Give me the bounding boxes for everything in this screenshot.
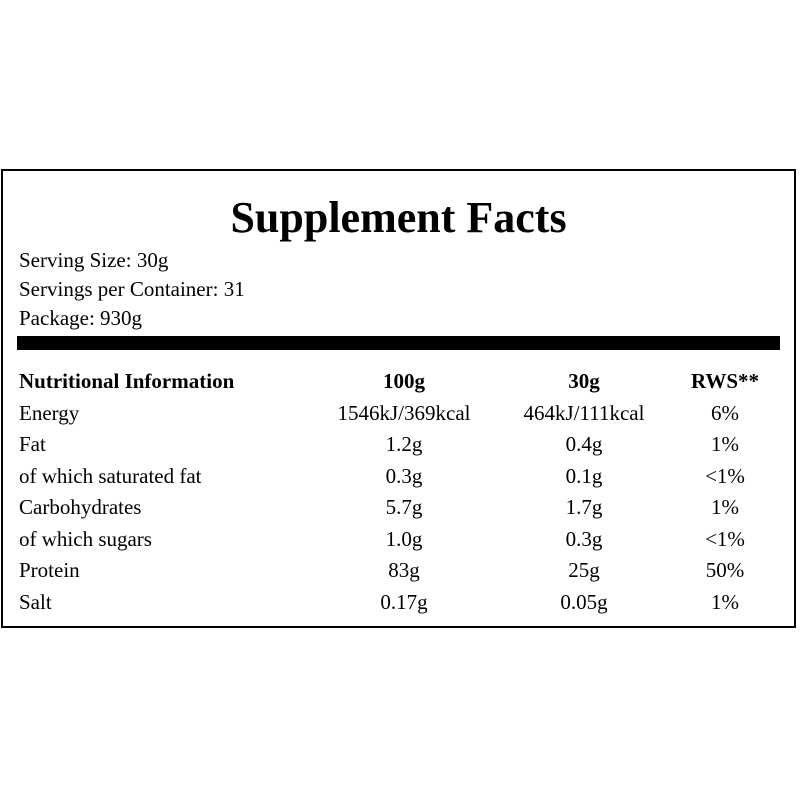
table-cell: Salt [19,589,52,614]
table-body: Energy 1546kJ/369kcal 464kJ/111kcal 6% Fat 1.… [19,398,781,619]
table-cell: of which saturated fat [19,463,202,488]
table-cell: Energy [19,400,80,425]
nutrition-table: Nutritional Information 100g 30g RWS** Ener… [19,366,781,618]
table-cell: 1% [711,495,739,519]
table-cell: 50% [705,558,745,582]
table-cell: Protein [19,558,80,582]
header-cell: 100g [383,369,425,393]
header-cell: 30g [568,369,600,393]
table-cell: 1% [711,432,739,456]
table-cell: 83g [388,558,420,582]
header-cell: RWS** [690,369,760,393]
table-row: of which sugars 1.0g 0.3g <1% [19,524,781,556]
table-cell: 0.3g [565,526,603,551]
header-cell: Nutritional Information [19,369,235,393]
table-cell: <1% [705,463,745,488]
table-cell: 0.1g [565,463,603,488]
table-cell: 1546kJ/369kcal [337,400,471,425]
package: Package: 930g [19,306,143,330]
table-cell: 0.17g [380,589,428,614]
table-cell: 25g [568,558,600,582]
table-cell: Fat [19,432,46,456]
table-row: Carbohydrates 5.7g 1.7g 1% [19,492,781,524]
table-cell: Carbohydrates [19,495,142,519]
table-cell: 464kJ/111kcal [523,400,645,425]
table-row: Energy 1546kJ/369kcal 464kJ/111kcal 6% [19,398,781,430]
table-cell: 5.7g [385,495,423,519]
table-row: Protein 83g 25g 50% [19,555,781,587]
divider-bar [17,336,780,350]
table-cell: of which sugars [19,526,152,551]
table-header: Nutritional Information 100g 30g RWS** [19,366,781,398]
table-cell: 1% [711,589,739,614]
supplement-facts-label: Supplement Facts Serving Size: 30g Servi… [1,169,796,628]
table-cell: 0.3g [385,463,423,488]
title: Supplement Facts [230,193,567,242]
servings-per-container: Servings per Container: 31 [19,277,245,301]
table-row: Salt 0.17g 0.05g 1% [19,587,781,619]
table-row: of which saturated fat 0.3g 0.1g <1% [19,461,781,493]
table-cell: 0.4g [565,432,603,456]
table-cell: 1.2g [385,432,423,456]
table-cell: 0.05g [560,589,608,614]
table-row: Fat 1.2g 0.4g 1% [19,429,781,461]
table-cell: 6% [711,400,739,425]
table-cell: <1% [705,526,745,551]
table-cell: 1.0g [385,526,423,551]
serving-size: Serving Size: 30g [19,248,169,272]
table-cell: 1.7g [565,495,603,519]
